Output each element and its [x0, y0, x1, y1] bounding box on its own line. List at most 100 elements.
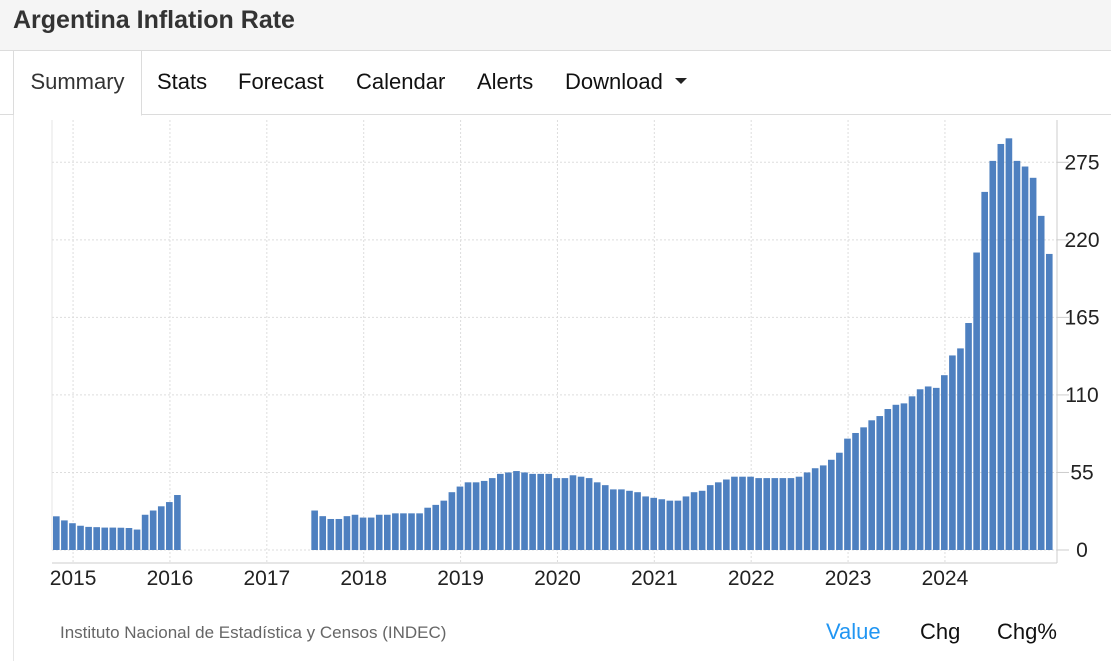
bar [101, 527, 109, 550]
y-tick-label: 165 [1064, 306, 1099, 329]
bar [747, 476, 754, 550]
x-tick-label: 2021 [631, 567, 678, 590]
bar [133, 529, 141, 550]
bar [634, 492, 641, 550]
bar [836, 452, 843, 550]
chart-bars [53, 138, 1053, 551]
y-axis-labels: 0 55 110 165 220 275 [1064, 151, 1099, 562]
bar [77, 525, 84, 550]
bar [618, 489, 625, 550]
bar [779, 478, 787, 550]
bar [416, 513, 423, 550]
x-tick-label: 2023 [825, 567, 872, 590]
bar [811, 468, 819, 550]
bar [682, 496, 690, 550]
bar [561, 478, 569, 550]
bar [408, 513, 415, 550]
bar [335, 518, 343, 550]
x-tick-label: 2020 [534, 567, 581, 590]
bar [53, 516, 60, 550]
bar [666, 500, 674, 550]
bar [141, 514, 149, 550]
value-view-button[interactable]: Value [826, 619, 881, 644]
bar [513, 471, 520, 550]
bar [610, 489, 617, 550]
bar [69, 523, 76, 550]
bar [819, 465, 827, 550]
bar [795, 476, 803, 550]
bar [674, 500, 682, 550]
bar [844, 438, 851, 550]
bar [117, 527, 125, 550]
bar [908, 396, 916, 550]
tab-bar: Summary Stats Forecast Calendar Alerts D… [0, 51, 1111, 116]
bar [109, 527, 117, 550]
tab-forecast[interactable]: Forecast [238, 51, 324, 114]
tab-forecast-label: Forecast [238, 69, 324, 94]
bar [400, 513, 407, 550]
bar [93, 527, 100, 550]
bar [553, 478, 561, 550]
bar [351, 514, 359, 550]
bar [1045, 253, 1053, 550]
bar [505, 472, 512, 550]
bar [464, 482, 472, 550]
x-tick-label: 2017 [243, 567, 290, 590]
bar [916, 389, 924, 550]
bar [723, 479, 730, 550]
bar [472, 482, 480, 550]
bar [755, 478, 762, 550]
source-text: Instituto Nacional de Estadística y Cens… [60, 623, 447, 642]
bar [690, 492, 698, 550]
bar [480, 480, 488, 550]
x-tick-label: 2022 [728, 567, 775, 590]
bar [981, 191, 989, 550]
bar [1021, 166, 1029, 550]
bar [497, 473, 504, 550]
bar [997, 143, 1005, 550]
bar [941, 375, 948, 550]
tab-summary[interactable]: Summary [13, 51, 142, 116]
tab-download-label: Download [565, 69, 663, 94]
bar [343, 516, 351, 550]
bar [166, 502, 173, 550]
bar [787, 478, 795, 550]
bar [949, 355, 956, 550]
bar [577, 476, 585, 550]
tab-calendar[interactable]: Calendar [356, 51, 445, 114]
tab-stats-label: Stats [157, 69, 208, 94]
bar [698, 490, 706, 550]
bar [642, 496, 649, 550]
bar [311, 510, 318, 550]
bar [375, 514, 383, 550]
tab-alerts[interactable]: Alerts [477, 51, 533, 114]
tab-stats[interactable]: Stats [157, 51, 207, 114]
chg-pct-view-button[interactable]: Chg% [997, 619, 1057, 644]
bar [989, 160, 997, 550]
page-title: Argentina Inflation Rate [13, 6, 295, 34]
x-tick-label: 2019 [437, 567, 484, 590]
tab-download[interactable]: Download [565, 51, 687, 114]
bar [771, 478, 779, 550]
bar [432, 504, 440, 550]
bar [706, 485, 714, 550]
bar [85, 526, 92, 550]
bar [714, 482, 722, 550]
chg-view-button[interactable]: Chg [920, 619, 961, 644]
bar [1005, 138, 1013, 550]
bar [174, 495, 181, 550]
bar [448, 492, 456, 550]
bar [440, 500, 448, 550]
y-tick-label: 220 [1064, 229, 1099, 252]
panel-border [13, 115, 14, 661]
bar [545, 473, 553, 550]
x-tick-label: 2015 [50, 567, 97, 590]
bar [852, 432, 859, 550]
bar [601, 485, 609, 550]
bar [650, 497, 658, 550]
y-tick-label: 275 [1064, 151, 1099, 174]
y-tick-label: 110 [1065, 384, 1098, 407]
bar [892, 404, 900, 550]
bar [149, 510, 157, 550]
